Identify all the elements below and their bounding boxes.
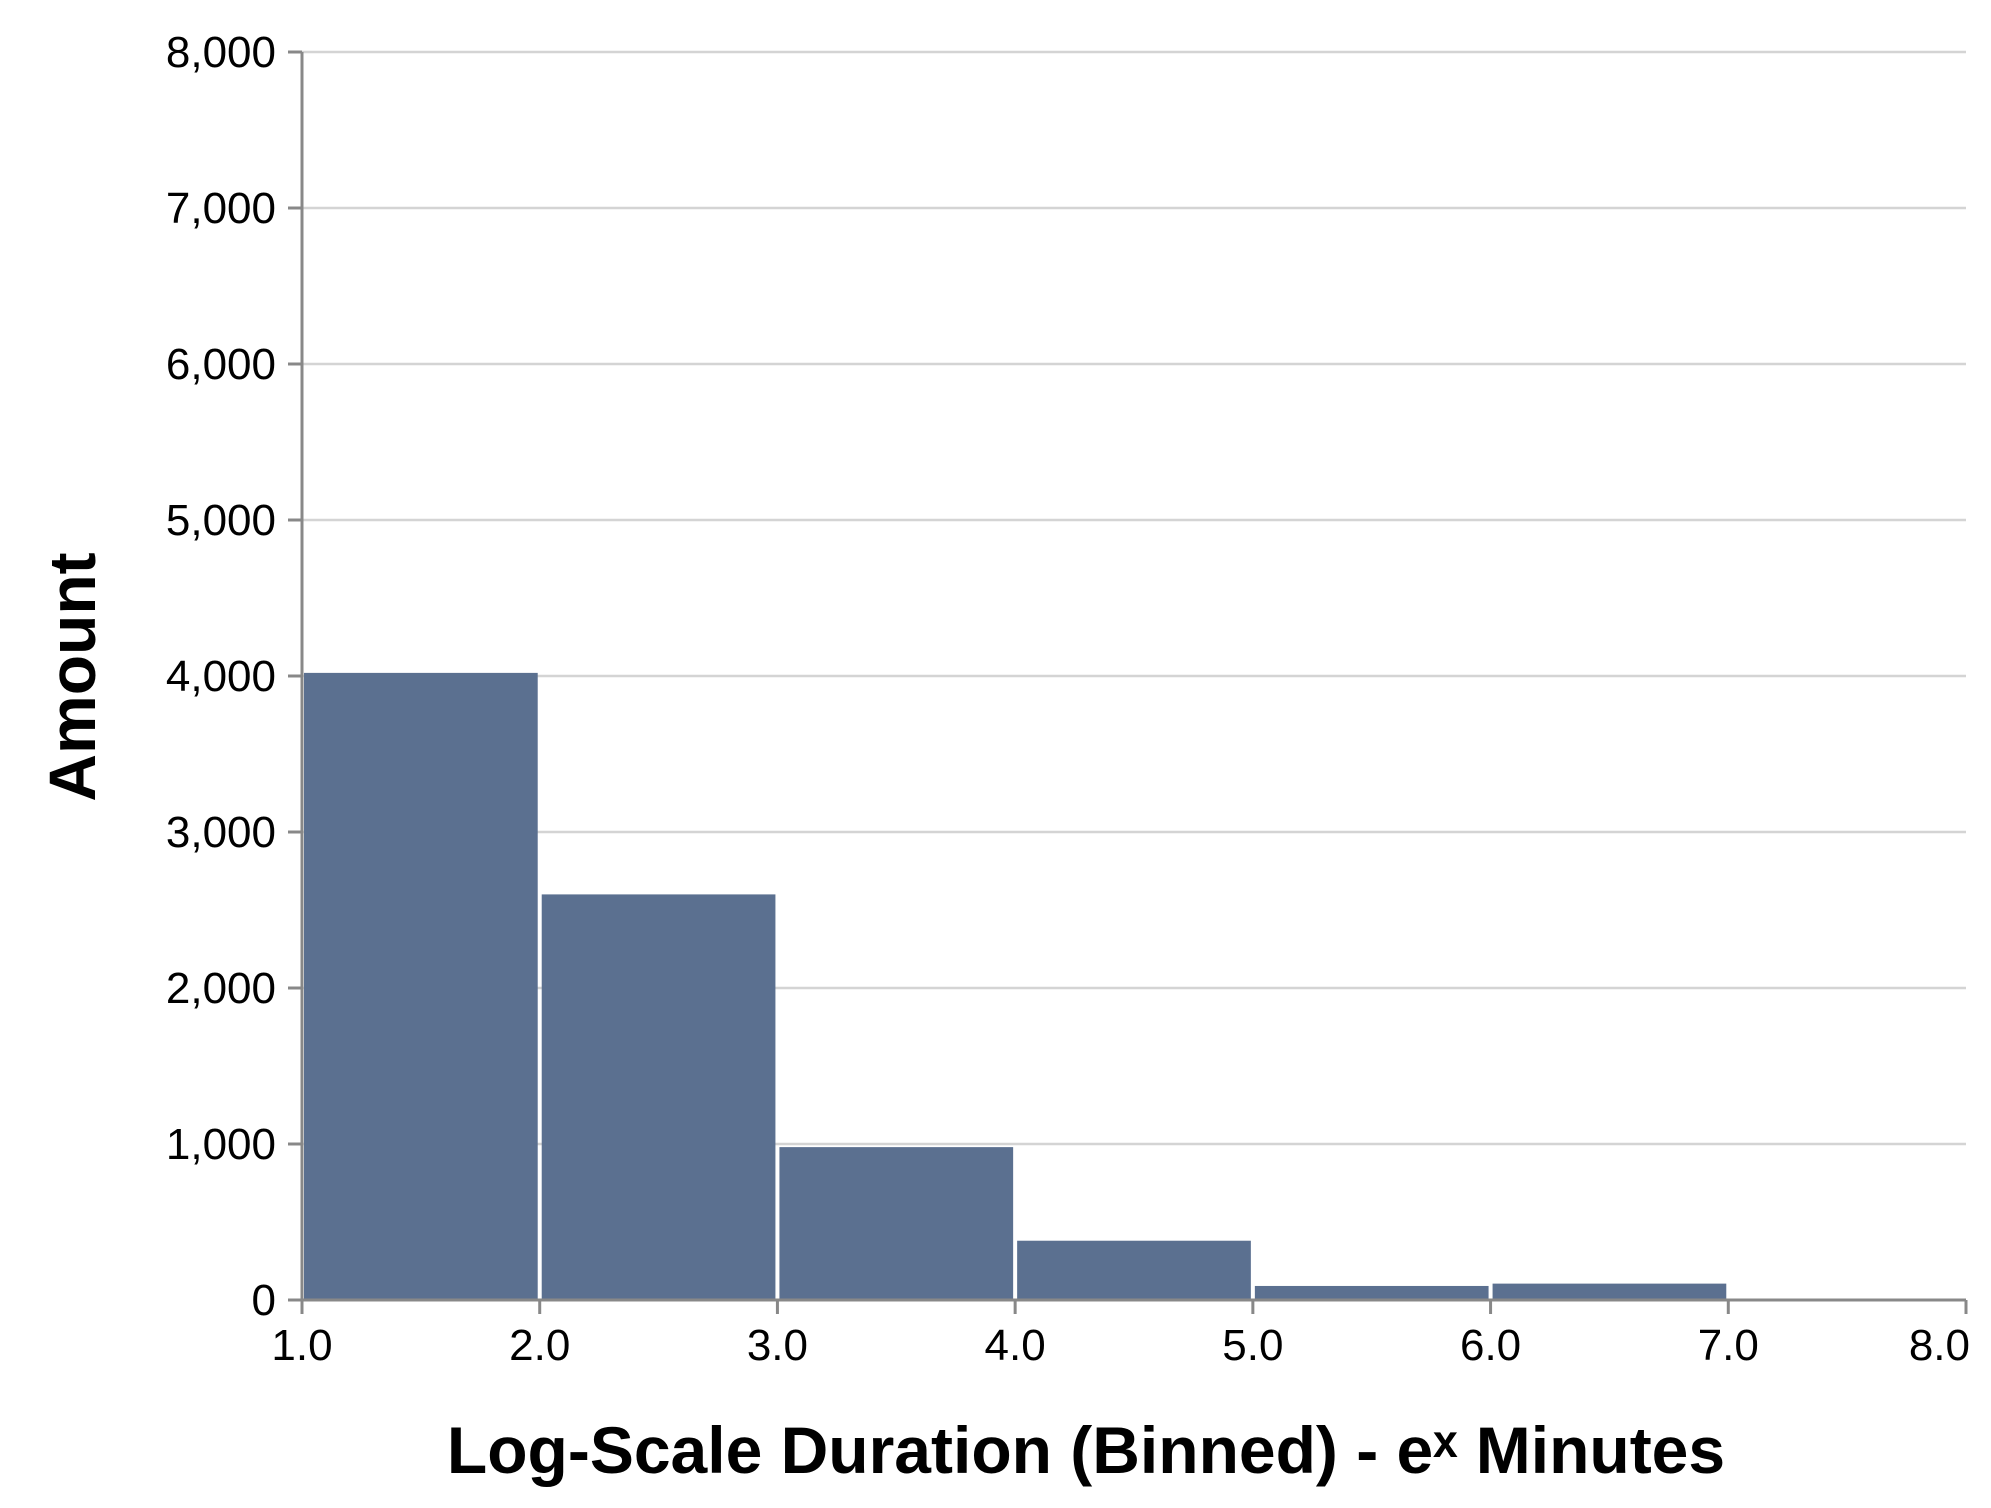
bar-3 (1017, 1240, 1251, 1300)
bars (304, 672, 1964, 1300)
y-tick-label: 0 (252, 1276, 276, 1325)
y-tick-label: 5,000 (166, 496, 276, 545)
x-tick-label: 4.0 (985, 1321, 1046, 1370)
tick-labels: 0 1,000 2,000 3,000 4,000 5,000 6,000 7,000 8,00… (166, 28, 1970, 1370)
bar-2 (779, 1147, 1014, 1300)
x-axis-title: Log-Scale Duration (Binned) - eˣ Minutes (447, 1413, 1725, 1487)
bar-4 (1254, 1285, 1489, 1300)
y-tick-label: 2,000 (166, 964, 276, 1013)
y-tick-label: 8,000 (166, 28, 276, 77)
x-tick-label: 2.0 (509, 1321, 570, 1370)
bar-5 (1492, 1283, 1727, 1300)
x-tick-label: 1.0 (271, 1321, 332, 1370)
y-tick-label: 4,000 (166, 652, 276, 701)
bar-1 (541, 894, 776, 1300)
y-tick-label: 6,000 (166, 340, 276, 389)
y-axis-title: Amount (35, 552, 109, 801)
x-tick-label: 8.0 (1909, 1321, 1970, 1370)
axes (288, 50, 1968, 1314)
x-tick-label: 5.0 (1222, 1321, 1283, 1370)
y-tick-label: 1,000 (166, 1120, 276, 1169)
x-tick-label: 3.0 (747, 1321, 808, 1370)
bar-0 (304, 672, 538, 1300)
x-tick-label: 7.0 (1698, 1321, 1759, 1370)
x-tick-label: 6.0 (1460, 1321, 1521, 1370)
y-tick-label: 3,000 (166, 808, 276, 857)
y-tick-label: 7,000 (166, 184, 276, 233)
